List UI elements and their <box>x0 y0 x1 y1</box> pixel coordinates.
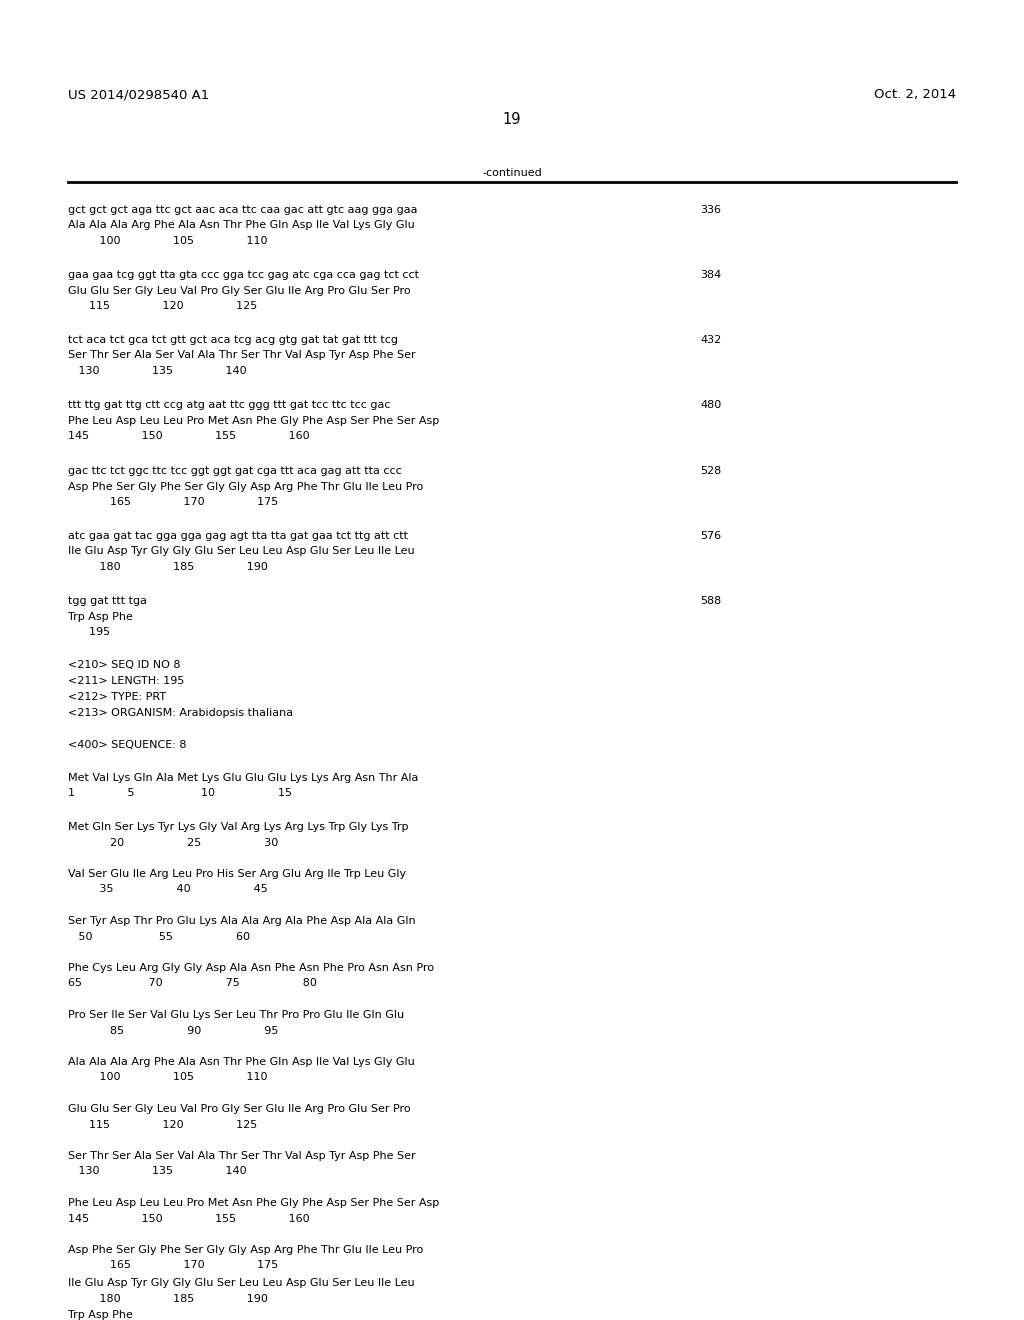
Text: 432: 432 <box>700 335 721 345</box>
Text: 384: 384 <box>700 271 721 280</box>
Text: 180               185               190: 180 185 190 <box>68 562 268 572</box>
Text: 19: 19 <box>503 112 521 127</box>
Text: Ile Glu Asp Tyr Gly Gly Glu Ser Leu Leu Asp Glu Ser Leu Ile Leu: Ile Glu Asp Tyr Gly Gly Glu Ser Leu Leu … <box>68 1278 415 1288</box>
Text: Oct. 2, 2014: Oct. 2, 2014 <box>873 88 956 102</box>
Text: <211> LENGTH: 195: <211> LENGTH: 195 <box>68 676 184 686</box>
Text: Phe Leu Asp Leu Leu Pro Met Asn Phe Gly Phe Asp Ser Phe Ser Asp: Phe Leu Asp Leu Leu Pro Met Asn Phe Gly … <box>68 416 439 425</box>
Text: Pro Ser Ile Ser Val Glu Lys Ser Leu Thr Pro Pro Glu Ile Gln Glu: Pro Ser Ile Ser Val Glu Lys Ser Leu Thr … <box>68 1010 404 1020</box>
Text: 145               150               155               160: 145 150 155 160 <box>68 432 309 441</box>
Text: Phe Leu Asp Leu Leu Pro Met Asn Phe Gly Phe Asp Ser Phe Ser Asp: Phe Leu Asp Leu Leu Pro Met Asn Phe Gly … <box>68 1199 439 1208</box>
Text: Phe Cys Leu Arg Gly Gly Asp Ala Asn Phe Asn Phe Pro Asn Asn Pro: Phe Cys Leu Arg Gly Gly Asp Ala Asn Phe … <box>68 964 434 973</box>
Text: <213> ORGANISM: Arabidopsis thaliana: <213> ORGANISM: Arabidopsis thaliana <box>68 708 293 718</box>
Text: Glu Glu Ser Gly Leu Val Pro Gly Ser Glu Ile Arg Pro Glu Ser Pro: Glu Glu Ser Gly Leu Val Pro Gly Ser Glu … <box>68 1104 411 1114</box>
Text: Ser Thr Ser Ala Ser Val Ala Thr Ser Thr Val Asp Tyr Asp Phe Ser: Ser Thr Ser Ala Ser Val Ala Thr Ser Thr … <box>68 351 416 360</box>
Text: 165               170               175: 165 170 175 <box>68 1261 279 1270</box>
Text: 576: 576 <box>700 531 721 541</box>
Text: 115               120               125: 115 120 125 <box>68 1119 257 1130</box>
Text: -continued: -continued <box>482 168 542 178</box>
Text: 195: 195 <box>68 627 111 638</box>
Text: <210> SEQ ID NO 8: <210> SEQ ID NO 8 <box>68 660 180 671</box>
Text: 20                  25                  30: 20 25 30 <box>68 837 279 847</box>
Text: 480: 480 <box>700 400 721 411</box>
Text: <212> TYPE: PRT: <212> TYPE: PRT <box>68 692 166 702</box>
Text: Met Val Lys Gln Ala Met Lys Glu Glu Glu Lys Lys Arg Asn Thr Ala: Met Val Lys Gln Ala Met Lys Glu Glu Glu … <box>68 774 419 783</box>
Text: 180               185               190: 180 185 190 <box>68 1294 268 1304</box>
Text: atc gaa gat tac gga gga gag agt tta tta gat gaa tct ttg att ctt: atc gaa gat tac gga gga gag agt tta tta … <box>68 531 408 541</box>
Text: Ala Ala Ala Arg Phe Ala Asn Thr Phe Gln Asp Ile Val Lys Gly Glu: Ala Ala Ala Arg Phe Ala Asn Thr Phe Gln … <box>68 220 415 231</box>
Text: <400> SEQUENCE: 8: <400> SEQUENCE: 8 <box>68 741 186 750</box>
Text: Asp Phe Ser Gly Phe Ser Gly Gly Asp Arg Phe Thr Glu Ile Leu Pro: Asp Phe Ser Gly Phe Ser Gly Gly Asp Arg … <box>68 482 423 491</box>
Text: US 2014/0298540 A1: US 2014/0298540 A1 <box>68 88 209 102</box>
Text: 588: 588 <box>700 597 721 606</box>
Text: ttt ttg gat ttg ctt ccg atg aat ttc ggg ttt gat tcc ttc tcc gac: ttt ttg gat ttg ctt ccg atg aat ttc ggg … <box>68 400 390 411</box>
Text: 100               105               110: 100 105 110 <box>68 1072 267 1082</box>
Text: Ala Ala Ala Arg Phe Ala Asn Thr Phe Gln Asp Ile Val Lys Gly Glu: Ala Ala Ala Arg Phe Ala Asn Thr Phe Gln … <box>68 1057 415 1067</box>
Text: Ser Thr Ser Ala Ser Val Ala Thr Ser Thr Val Asp Tyr Asp Phe Ser: Ser Thr Ser Ala Ser Val Ala Thr Ser Thr … <box>68 1151 416 1162</box>
Text: Ile Glu Asp Tyr Gly Gly Glu Ser Leu Leu Asp Glu Ser Leu Ile Leu: Ile Glu Asp Tyr Gly Gly Glu Ser Leu Leu … <box>68 546 415 557</box>
Text: 165               170               175: 165 170 175 <box>68 498 279 507</box>
Text: Glu Glu Ser Gly Leu Val Pro Gly Ser Glu Ile Arg Pro Glu Ser Pro: Glu Glu Ser Gly Leu Val Pro Gly Ser Glu … <box>68 285 411 296</box>
Text: 35                  40                  45: 35 40 45 <box>68 884 267 895</box>
Text: tgg gat ttt tga: tgg gat ttt tga <box>68 597 147 606</box>
Text: 528: 528 <box>700 466 721 477</box>
Text: 65                   70                  75                  80: 65 70 75 80 <box>68 978 316 989</box>
Text: Met Gln Ser Lys Tyr Lys Gly Val Arg Lys Arg Lys Trp Gly Lys Trp: Met Gln Ser Lys Tyr Lys Gly Val Arg Lys … <box>68 822 409 832</box>
Text: gac ttc tct ggc ttc tcc ggt ggt gat cga ttt aca gag att tta ccc: gac ttc tct ggc ttc tcc ggt ggt gat cga … <box>68 466 401 477</box>
Text: Asp Phe Ser Gly Phe Ser Gly Gly Asp Arg Phe Thr Glu Ile Leu Pro: Asp Phe Ser Gly Phe Ser Gly Gly Asp Arg … <box>68 1245 423 1255</box>
Text: 50                   55                  60: 50 55 60 <box>68 932 250 941</box>
Text: 145               150               155               160: 145 150 155 160 <box>68 1213 309 1224</box>
Text: gaa gaa tcg ggt tta gta ccc gga tcc gag atc cga cca gag tct cct: gaa gaa tcg ggt tta gta ccc gga tcc gag … <box>68 271 419 280</box>
Text: Trp Asp Phe: Trp Asp Phe <box>68 1309 133 1320</box>
Text: gct gct gct aga ttc gct aac aca ttc caa gac att gtc aag gga gaa: gct gct gct aga ttc gct aac aca ttc caa … <box>68 205 418 215</box>
Text: 115               120               125: 115 120 125 <box>68 301 257 312</box>
Text: 85                  90                  95: 85 90 95 <box>68 1026 279 1035</box>
Text: Ser Tyr Asp Thr Pro Glu Lys Ala Ala Arg Ala Phe Asp Ala Ala Gln: Ser Tyr Asp Thr Pro Glu Lys Ala Ala Arg … <box>68 916 416 927</box>
Text: 336: 336 <box>700 205 721 215</box>
Text: 100               105               110: 100 105 110 <box>68 236 267 246</box>
Text: 130               135               140: 130 135 140 <box>68 366 247 376</box>
Text: 130               135               140: 130 135 140 <box>68 1167 247 1176</box>
Text: 1               5                   10                  15: 1 5 10 15 <box>68 788 292 799</box>
Text: Trp Asp Phe: Trp Asp Phe <box>68 611 133 622</box>
Text: tct aca tct gca tct gtt gct aca tcg acg gtg gat tat gat ttt tcg: tct aca tct gca tct gtt gct aca tcg acg … <box>68 335 398 345</box>
Text: Val Ser Glu Ile Arg Leu Pro His Ser Arg Glu Arg Ile Trp Leu Gly: Val Ser Glu Ile Arg Leu Pro His Ser Arg … <box>68 869 407 879</box>
